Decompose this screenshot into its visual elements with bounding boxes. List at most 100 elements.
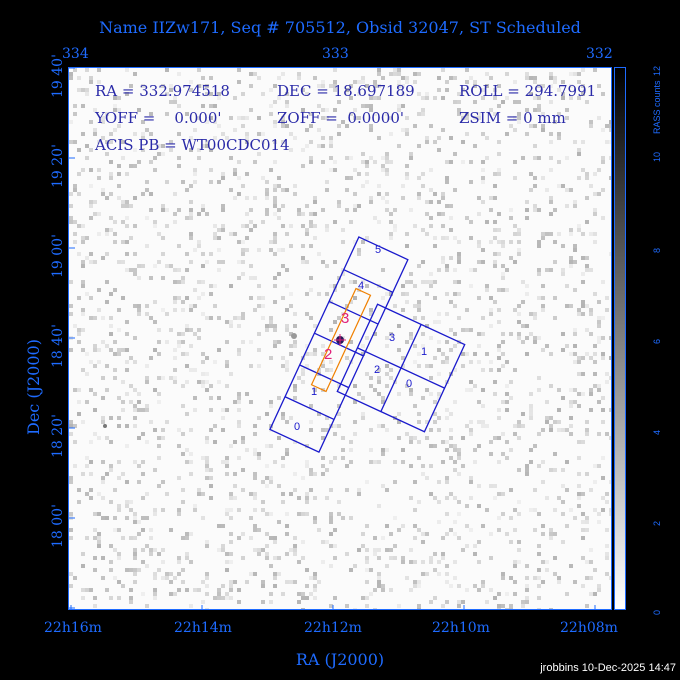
noise-pixel: [501, 492, 505, 496]
noise-pixel: [69, 204, 73, 208]
noise-pixel: [281, 592, 285, 596]
noise-pixel: [349, 460, 353, 464]
noise-pixel: [513, 100, 517, 104]
noise-pixel: [253, 224, 257, 228]
noise-pixel: [485, 72, 489, 76]
noise-pixel: [289, 492, 293, 496]
noise-pixel: [417, 604, 421, 608]
noise-pixel: [393, 224, 397, 228]
noise-pixel: [97, 536, 101, 540]
noise-pixel: [241, 116, 245, 120]
noise-pixel: [569, 352, 573, 356]
noise-pixel: [509, 216, 513, 220]
noise-pixel: [273, 276, 277, 280]
noise-pixel: [517, 100, 521, 104]
noise-pixel: [477, 420, 481, 424]
noise-pixel: [141, 516, 145, 520]
noise-pixel: [601, 356, 605, 360]
sky-image-panel[interactable]: RA = 332.974518 DEC = 18.697189 ROLL = 2…: [68, 67, 612, 610]
noise-pixel: [297, 592, 301, 596]
noise-pixel: [285, 580, 289, 584]
noise-pixel: [369, 312, 373, 316]
noise-pixel: [517, 540, 521, 544]
noise-pixel: [581, 492, 585, 496]
noise-pixel: [209, 92, 213, 96]
noise-pixel: [221, 176, 225, 180]
noise-pixel: [277, 176, 281, 180]
noise-pixel: [93, 344, 97, 348]
noise-pixel: [77, 412, 81, 416]
noise-pixel: [313, 584, 317, 588]
noise-pixel: [413, 72, 417, 76]
noise-pixel: [609, 436, 611, 440]
noise-pixel: [161, 428, 165, 432]
noise-pixel: [233, 400, 237, 404]
noise-pixel: [437, 200, 441, 204]
noise-pixel: [509, 516, 513, 520]
noise-pixel: [365, 596, 369, 600]
noise-pixel: [181, 308, 185, 312]
noise-pixel: [601, 336, 605, 340]
noise-pixel: [229, 580, 233, 584]
noise-pixel: [417, 304, 421, 308]
noise-pixel: [501, 452, 505, 456]
noise-pixel: [333, 424, 337, 428]
noise-pixel: [601, 496, 605, 500]
noise-pixel: [549, 232, 553, 236]
noise-pixel: [145, 216, 149, 220]
noise-pixel: [345, 92, 349, 96]
noise-pixel: [109, 324, 113, 328]
noise-pixel: [101, 556, 105, 560]
noise-pixel: [229, 492, 233, 496]
noise-pixel: [77, 192, 81, 196]
noise-pixel: [321, 360, 325, 364]
noise-pixel: [405, 76, 409, 80]
noise-pixel: [73, 112, 77, 116]
noise-pixel: [89, 440, 93, 444]
noise-pixel: [181, 276, 185, 280]
noise-pixel: [265, 188, 269, 192]
noise-pixel: [181, 568, 185, 572]
noise-pixel: [365, 336, 369, 340]
noise-pixel: [301, 380, 305, 384]
noise-pixel: [189, 88, 193, 92]
noise-pixel: [169, 84, 173, 88]
noise-pixel: [405, 280, 409, 284]
noise-pixel: [185, 364, 189, 368]
noise-pixel: [569, 416, 573, 420]
noise-pixel: [401, 76, 405, 80]
noise-pixel: [373, 608, 377, 609]
noise-pixel: [229, 188, 233, 192]
noise-pixel: [377, 584, 381, 588]
noise-pixel: [109, 176, 113, 180]
noise-pixel: [397, 72, 401, 76]
noise-pixel: [457, 600, 461, 604]
noise-pixel: [189, 560, 193, 564]
noise-pixel: [237, 260, 241, 264]
noise-pixel: [89, 168, 93, 172]
noise-pixel: [533, 108, 537, 112]
noise-pixel: [173, 96, 177, 100]
noise-pixel: [161, 376, 165, 380]
noise-pixel: [229, 372, 233, 376]
noise-pixel: [265, 412, 269, 416]
noise-pixel: [433, 236, 437, 240]
noise-pixel: [497, 152, 501, 156]
noise-pixel: [245, 392, 249, 396]
noise-pixel: [301, 212, 305, 216]
noise-pixel: [365, 560, 369, 564]
noise-pixel: [445, 360, 449, 364]
noise-pixel: [73, 68, 77, 72]
noise-pixel: [441, 256, 445, 260]
noise-pixel: [401, 104, 405, 108]
noise-pixel: [349, 440, 353, 444]
noise-pixel: [601, 156, 605, 160]
noise-pixel: [553, 240, 557, 244]
noise-pixel: [453, 496, 457, 500]
noise-pixel: [97, 348, 101, 352]
noise-pixel: [69, 312, 73, 316]
noise-pixel: [449, 216, 453, 220]
noise-pixel: [457, 280, 461, 284]
noise-pixel: [369, 156, 373, 160]
noise-pixel: [601, 352, 605, 356]
